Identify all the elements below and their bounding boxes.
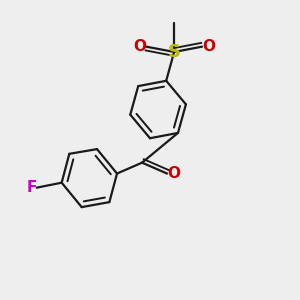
Text: F: F bbox=[27, 180, 38, 195]
Text: O: O bbox=[202, 39, 215, 54]
Text: O: O bbox=[133, 39, 146, 54]
Text: S: S bbox=[168, 43, 181, 61]
Text: O: O bbox=[167, 166, 180, 181]
